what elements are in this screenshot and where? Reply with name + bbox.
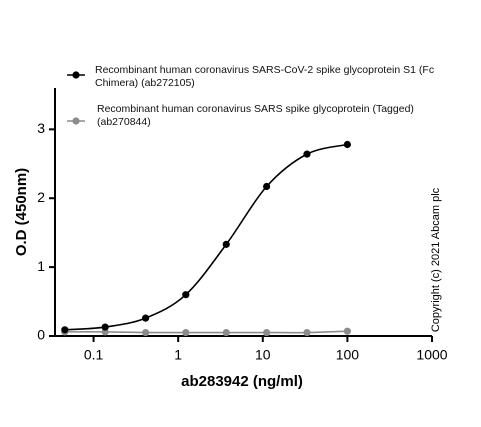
data-point [101,323,109,331]
x-tick-label: 100 [336,347,360,363]
x-tick-label: 0.1 [84,347,104,363]
data-point [222,328,230,337]
data-point [61,326,69,334]
x-tick-label: 10 [255,347,271,363]
data-point [141,314,150,322]
y-tick-label: 3 [37,120,45,136]
data-point [263,328,271,337]
x-axis-title: ab283942 (ng/ml) [181,373,303,390]
y-tick-label: 1 [37,258,45,274]
data-point [343,327,351,335]
x-tick-label: 1000 [416,347,447,363]
y-tick-label: 2 [37,189,45,205]
y-tick-label: 0 [37,327,45,343]
data-point [343,140,351,149]
legend-marker [72,71,80,79]
data-point [303,328,311,337]
data-point [141,328,150,337]
data-point [263,182,271,191]
data-point [222,240,230,248]
legend-label: Recombinant human coronavirus SARS-CoV-2… [95,64,435,89]
data-point [303,150,311,158]
x-tick-label: 1 [174,347,182,363]
data-point [182,291,190,299]
legend-marker [72,117,80,125]
legend-label: Recombinant human coronavirus SARS spike… [97,103,414,128]
series-line [64,143,348,331]
y-axis-title: O.D (450nm) [13,168,30,256]
copyright: Copyright (c) 2021 Abcam plc [430,187,442,332]
data-point [182,328,190,337]
